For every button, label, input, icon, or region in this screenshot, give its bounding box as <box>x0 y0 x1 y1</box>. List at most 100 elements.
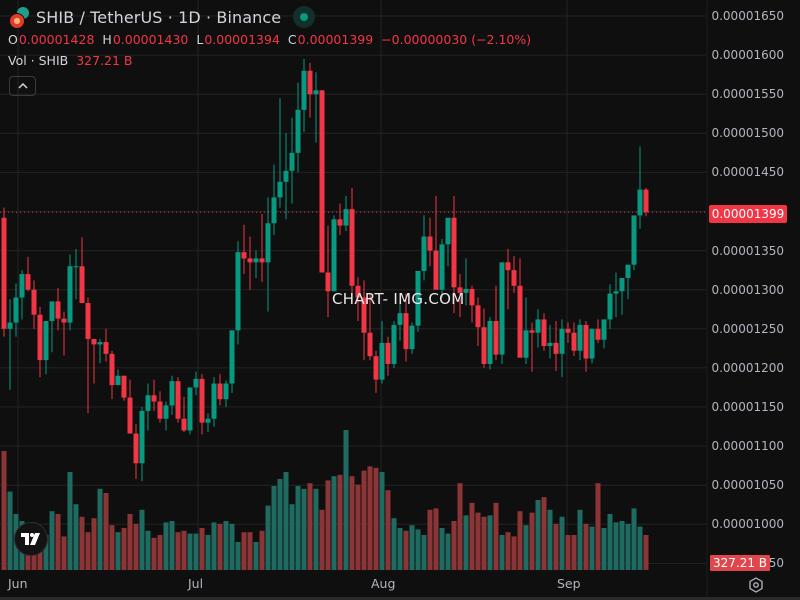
volume-bar <box>205 535 211 570</box>
candle-body <box>55 301 61 319</box>
volume-bar <box>79 516 85 570</box>
candle-body <box>79 266 85 303</box>
candle-body <box>463 288 469 293</box>
volume-bar <box>295 486 301 570</box>
volume-bar <box>421 535 427 570</box>
candle-body <box>559 328 565 354</box>
volume-bar <box>337 474 343 570</box>
candle-body <box>589 328 595 359</box>
candle-body <box>373 356 379 380</box>
volume-bar <box>445 533 451 570</box>
volume-bar <box>253 542 259 570</box>
volume-label: Vol · SHIB <box>8 53 69 68</box>
volume-bar <box>127 514 133 570</box>
volume-bar <box>487 515 493 570</box>
volume-bar <box>73 504 79 570</box>
price-axis-label: 0.00001150 <box>711 400 784 414</box>
candle-body <box>523 330 529 358</box>
volume-bar <box>637 526 643 570</box>
volume-bar <box>571 535 577 570</box>
candle-body <box>499 262 505 355</box>
time-axis-label: Sep <box>557 576 581 591</box>
volume-bar <box>529 512 535 570</box>
volume-bar <box>139 509 145 570</box>
candle-body <box>253 258 259 263</box>
candle-body <box>571 332 577 351</box>
volume-legend: Vol · SHIB 327.21 B <box>8 53 133 68</box>
candle-body <box>583 324 589 359</box>
candle-body <box>169 381 175 406</box>
candle-body <box>199 378 205 423</box>
candle-body <box>421 236 427 271</box>
candle-body <box>439 244 445 290</box>
candle-body <box>187 387 193 431</box>
volume-bar <box>427 509 433 570</box>
volume-bar <box>277 479 283 570</box>
candle-body <box>85 302 91 339</box>
volume-value: 327.21 B <box>76 53 133 68</box>
candle-body <box>601 319 607 340</box>
volume-bar <box>457 483 463 570</box>
candle-body <box>457 287 463 293</box>
market-open-dot-icon <box>300 13 309 21</box>
shib-coin-icon: ● <box>8 6 30 29</box>
volume-bar <box>85 532 91 570</box>
settings-gear-icon[interactable] <box>748 577 764 593</box>
bottom-border <box>0 597 800 600</box>
volume-bar <box>319 509 325 570</box>
tv-logo-icon <box>21 533 40 545</box>
volume-bar <box>259 530 265 570</box>
ohlc-values: O 0.00001428 H 0.00001430 L 0.00001394 C 0.0… <box>8 32 539 47</box>
candle-body <box>409 325 415 350</box>
candle-body <box>427 236 433 251</box>
volume-bar <box>325 480 331 570</box>
candle-body <box>337 219 343 226</box>
candle-body <box>331 219 337 292</box>
volume-bar <box>499 535 505 570</box>
candle-body <box>25 274 31 290</box>
volume-bar <box>355 484 361 570</box>
candle-body <box>229 330 235 384</box>
candle-body <box>349 209 355 286</box>
collapse-legend-button[interactable] <box>9 76 36 96</box>
shib-icon: ● <box>9 13 25 29</box>
candle-body <box>397 313 403 325</box>
candle-body <box>637 189 643 216</box>
symbol-legend: ● SHIB / TetherUS · 1D · Binance <box>8 6 316 29</box>
volume-bar <box>91 518 97 570</box>
candle-body <box>511 270 517 286</box>
low-key: L <box>196 32 204 47</box>
volume-bar <box>451 521 457 570</box>
candle-body <box>73 266 79 268</box>
volume-bar <box>1 451 7 570</box>
candle-body <box>445 217 451 245</box>
candle-body <box>547 342 553 347</box>
volume-bar <box>469 502 475 570</box>
volume-bar <box>163 522 169 570</box>
candle-body <box>283 170 289 182</box>
chart-title[interactable]: SHIB / TetherUS · 1D · Binance <box>36 7 282 27</box>
candle-body <box>361 297 367 333</box>
price-axis-label: 0.00001450 <box>711 165 784 180</box>
candle-body <box>433 250 439 290</box>
volume-bar <box>577 509 583 570</box>
volume-bar <box>373 467 379 570</box>
volume-bar <box>553 523 559 570</box>
candle-body <box>37 314 43 361</box>
volume-bar <box>439 528 445 570</box>
volume-bar <box>181 530 187 570</box>
tradingview-logo[interactable] <box>14 522 48 556</box>
volume-bar <box>547 509 553 570</box>
volume-bar <box>409 525 415 570</box>
volume-bar <box>493 502 499 570</box>
volume-bar <box>631 508 637 570</box>
price-axis-label: 0.00001050 <box>711 478 784 493</box>
volume-bar <box>583 523 589 570</box>
volume-bar <box>157 535 163 570</box>
market-status[interactable] <box>293 6 316 28</box>
candle-body <box>367 332 373 357</box>
low-value: 0.00001394 <box>204 32 280 47</box>
candle-body <box>277 181 283 198</box>
candle-body <box>619 277 625 292</box>
